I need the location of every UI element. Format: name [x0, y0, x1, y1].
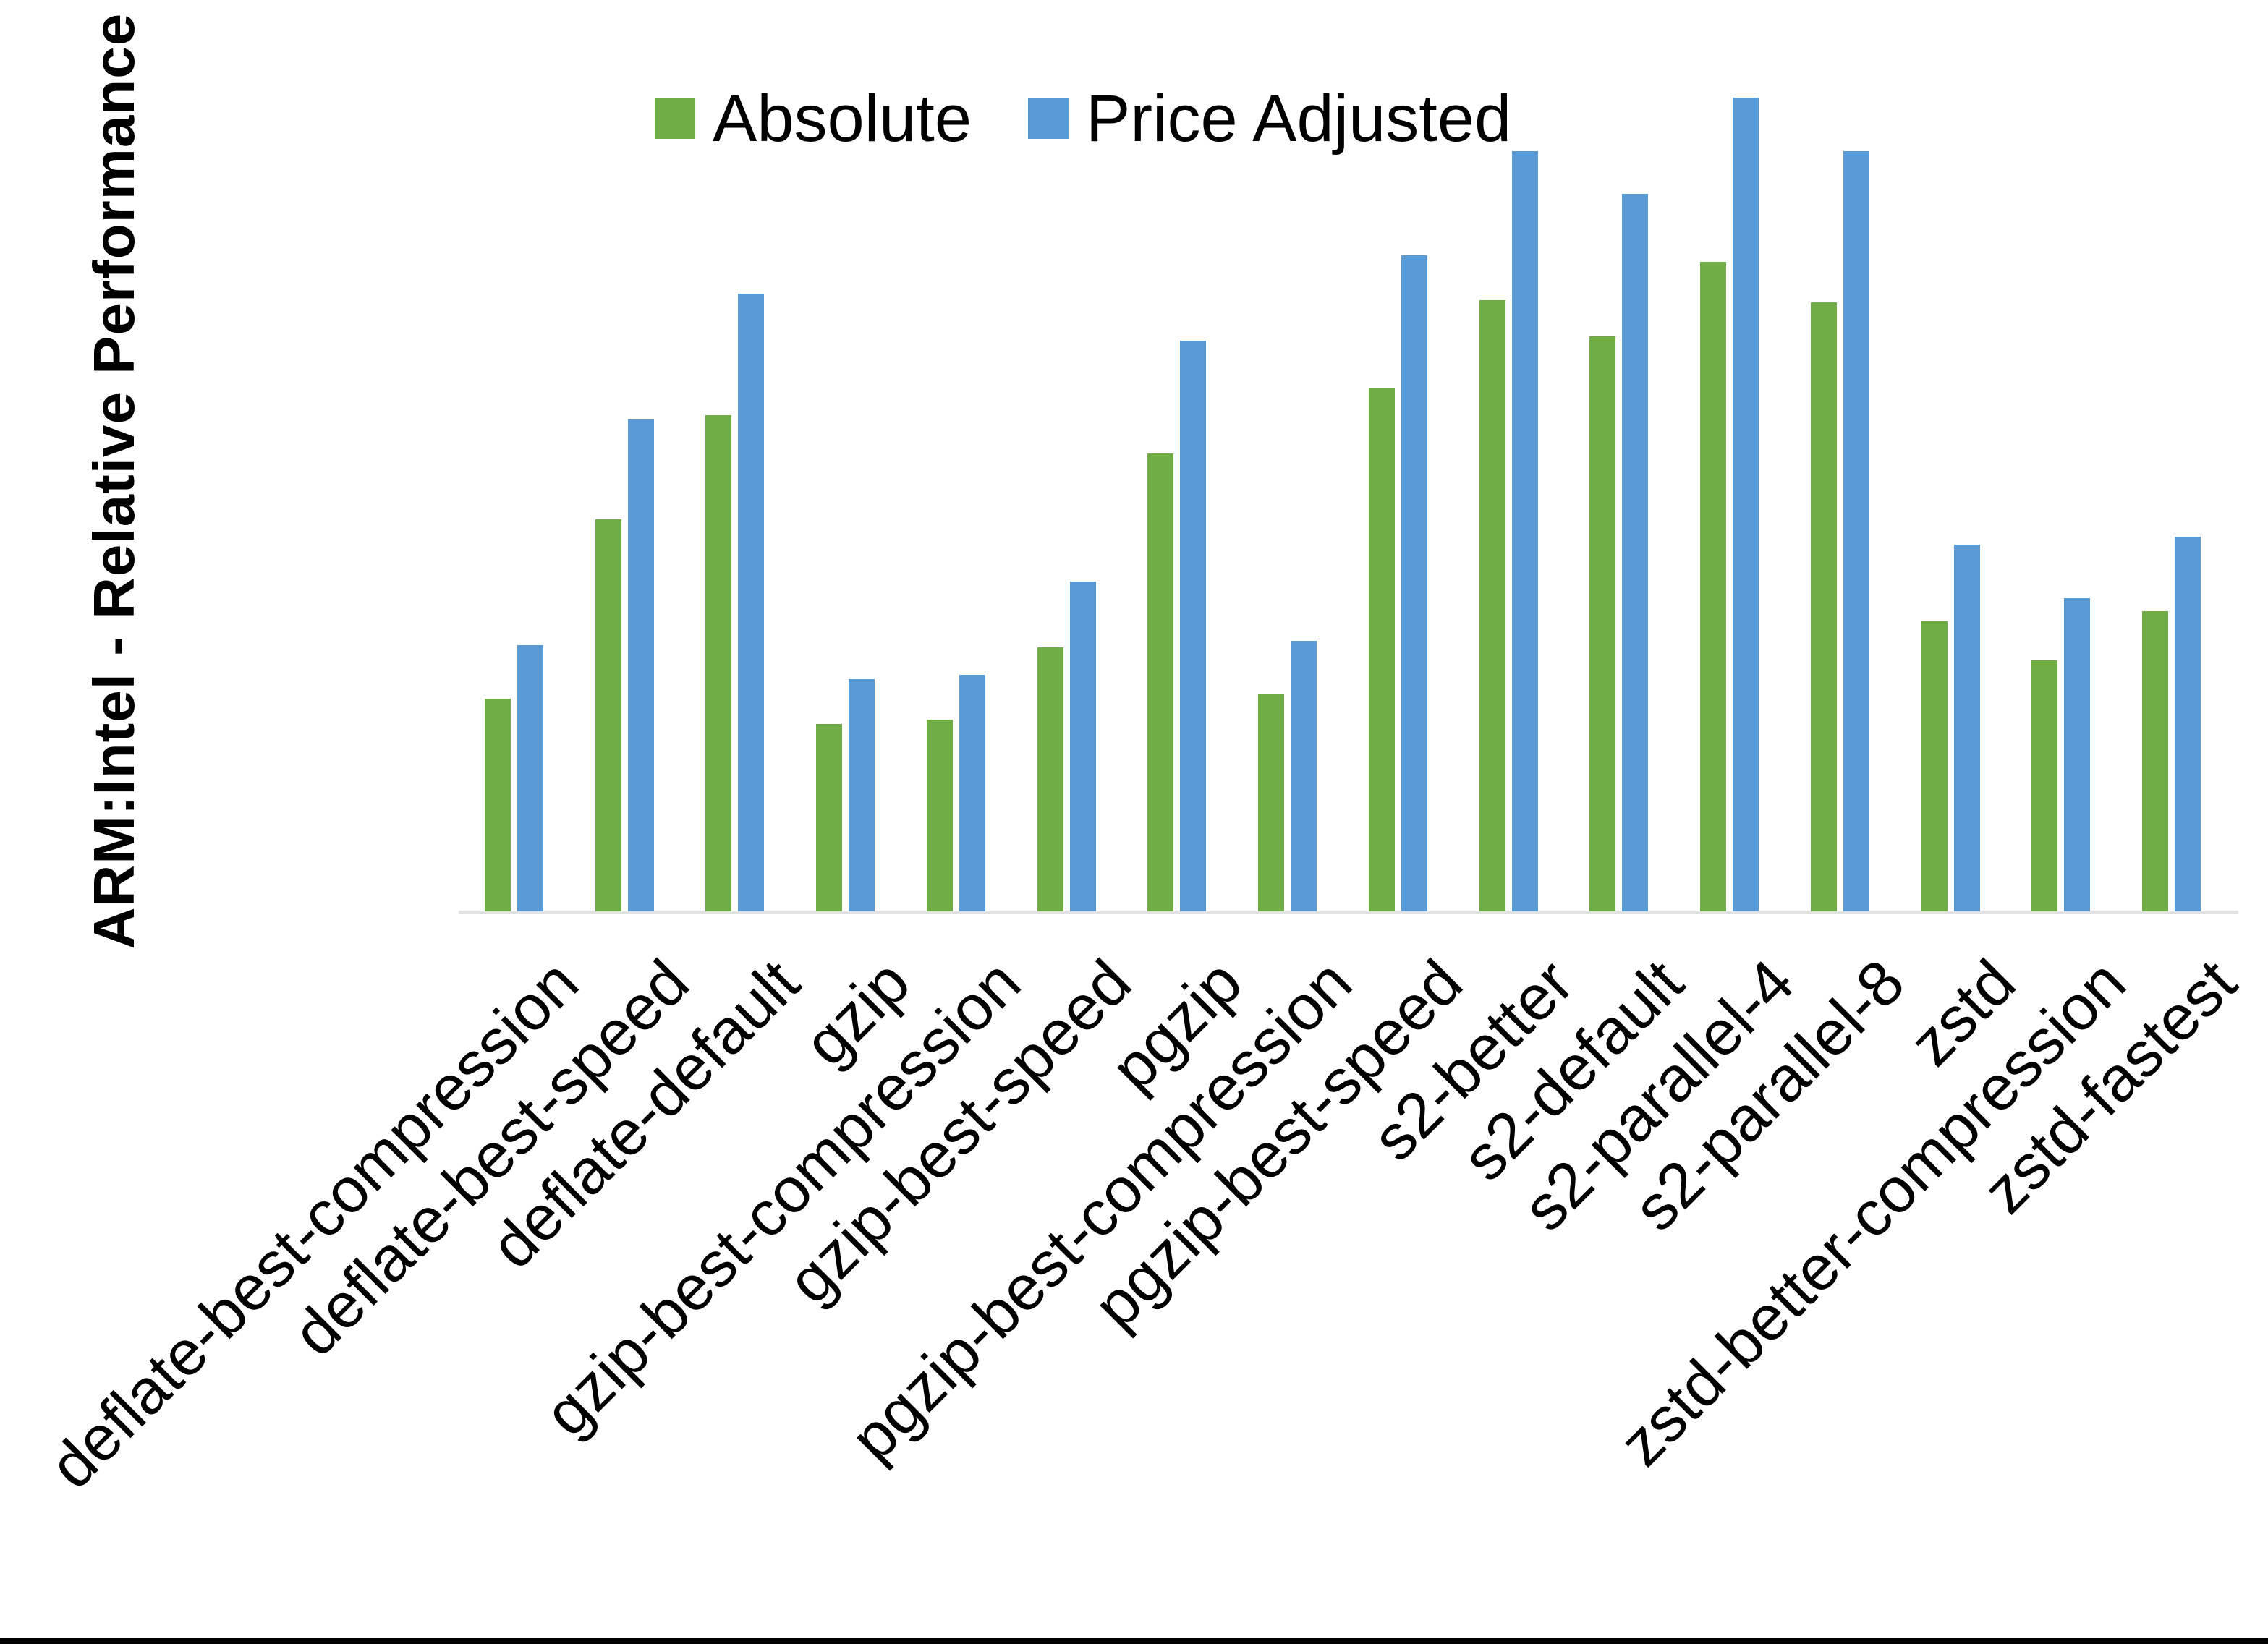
legend-label-absolute: Absolute — [713, 82, 972, 156]
bar-absolute — [1368, 387, 1395, 911]
bar-group — [2116, 59, 2227, 911]
bar-absolute — [1037, 647, 1063, 911]
bar-price-adjusted — [849, 679, 875, 911]
bar-price-adjusted — [2064, 598, 2091, 911]
bar-absolute — [595, 519, 621, 911]
bar-price-adjusted — [1622, 193, 1649, 911]
x-axis-line — [459, 911, 2238, 914]
bar-price-adjusted — [738, 293, 765, 911]
bar-price-adjusted — [1291, 641, 1317, 911]
slide-bottom-border — [0, 1638, 2268, 1644]
bar-price-adjusted — [1401, 255, 1427, 911]
bar-absolute — [1258, 694, 1285, 911]
bar-absolute — [484, 698, 511, 911]
bar-group — [680, 59, 791, 911]
bar-price-adjusted — [1953, 545, 1980, 911]
legend-label-price-adjusted: Price Adjusted — [1086, 82, 1512, 156]
bar-group — [1122, 59, 1233, 911]
bar-group — [1453, 59, 1564, 911]
bar-price-adjusted — [627, 419, 654, 911]
bar-group — [1895, 59, 2006, 911]
bar-group — [1564, 59, 1675, 911]
bar-group — [2006, 59, 2117, 911]
bar-group — [569, 59, 680, 911]
bar-group — [1785, 59, 1895, 911]
price-adjusted-series-swatch-icon — [1028, 98, 1069, 139]
bar-group — [1011, 59, 1122, 911]
bar-absolute — [816, 723, 843, 911]
bar-group — [1674, 59, 1785, 911]
bar-absolute — [2031, 660, 2058, 911]
bar-price-adjusted — [2175, 536, 2201, 911]
bar-absolute — [1479, 299, 1505, 911]
absolute-series-swatch-icon — [655, 98, 695, 139]
bar-group — [790, 59, 901, 911]
bar-absolute — [2142, 610, 2169, 911]
bar-absolute — [926, 719, 953, 911]
bar-absolute — [1589, 336, 1616, 911]
bar-price-adjusted — [1511, 150, 1538, 911]
bar-absolute — [1810, 302, 1837, 911]
bar-group — [459, 59, 569, 911]
bar-absolute — [1147, 453, 1174, 911]
plot-area — [459, 59, 2227, 911]
legend-item-price-adjusted: Price Adjusted — [1028, 85, 1511, 152]
bar-price-adjusted — [1733, 98, 1759, 911]
bar-price-adjusted — [1069, 581, 1096, 911]
bar-group — [901, 59, 1011, 911]
bar-absolute — [705, 414, 732, 911]
bar-price-adjusted — [959, 675, 985, 911]
legend-item-absolute: Absolute — [655, 85, 972, 152]
bar-absolute — [1921, 621, 1948, 911]
bar-price-adjusted — [1180, 340, 1207, 911]
bar-absolute — [1700, 261, 1727, 911]
bar-group — [1343, 59, 1453, 911]
bar-group — [1232, 59, 1343, 911]
legend: Absolute Price Adjusted — [655, 85, 1511, 152]
bar-price-adjusted — [1843, 150, 1869, 911]
bar-price-adjusted — [517, 644, 543, 911]
